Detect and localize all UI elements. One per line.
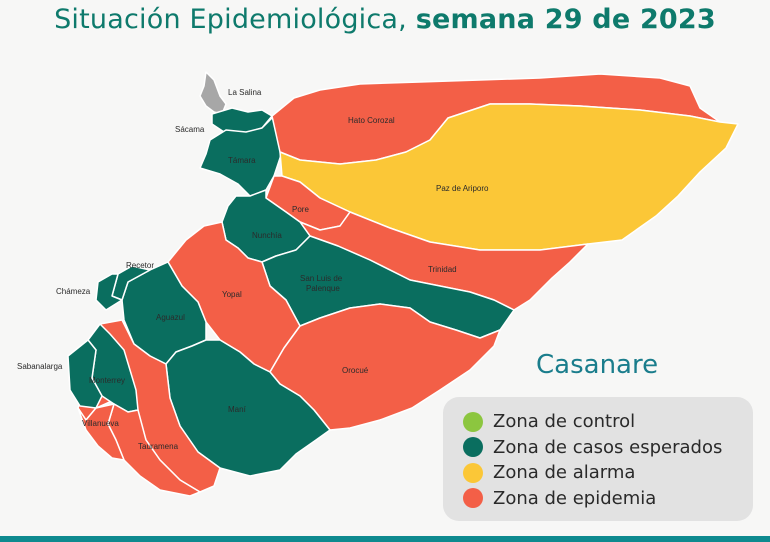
region-chameza[interactable] <box>95 273 123 311</box>
bottom-accent-bar <box>0 536 770 542</box>
label-orocue: Orocué <box>342 366 369 375</box>
label-recetor: Recetor <box>126 261 154 270</box>
title-bold: semana 29 de 2023 <box>415 4 716 35</box>
legend-swatch-control <box>463 411 483 432</box>
legend-item-epidemia: Zona de epidemia <box>463 486 753 512</box>
label-yopal: Yopal <box>222 290 242 299</box>
label-pore: Pore <box>292 205 309 214</box>
label-trinidad: Trinidad <box>428 265 457 274</box>
legend-swatch-esperados <box>463 437 483 458</box>
legend: Zona de control Zona de casos esperados … <box>443 397 753 521</box>
department-name: Casanare <box>536 350 659 380</box>
label-mani: Maní <box>228 405 247 414</box>
label-sabanalarga: Sabanalarga <box>17 362 63 371</box>
legend-label-epidemia: Zona de epidemia <box>493 487 657 509</box>
label-aguazul: Aguazul <box>156 313 185 322</box>
region-villanueva-south[interactable] <box>77 403 125 461</box>
legend-swatch-alarma <box>463 462 483 483</box>
label-san-luis-line1: San Luis de <box>300 274 343 283</box>
label-chameza: Chámeza <box>56 287 91 296</box>
title-prefix: Situación Epidemiológica, <box>54 4 407 35</box>
label-sacama: Sácama <box>175 125 205 134</box>
legend-swatch-epidemia <box>463 488 483 509</box>
legend-label-alarma: Zona de alarma <box>493 462 636 484</box>
label-san-luis-line2: Palenque <box>306 284 340 293</box>
label-nunchia: Nunchía <box>252 231 282 240</box>
label-tauramena: Tauramena <box>138 442 179 451</box>
legend-item-alarma: Zona de alarma <box>463 460 753 486</box>
label-la-salina: La Salina <box>228 88 262 97</box>
label-tamara: Támara <box>228 156 256 165</box>
legend-label-esperados: Zona de casos esperados <box>493 436 723 458</box>
legend-item-control: Zona de control <box>463 409 753 435</box>
label-villanueva: Villanueva <box>82 419 119 428</box>
label-monterrey: Monterrey <box>89 376 125 385</box>
legend-item-esperados: Zona de casos esperados <box>463 435 753 461</box>
legend-label-control: Zona de control <box>493 411 636 433</box>
label-hato-corozal: Hato Corozal <box>348 116 395 125</box>
region-yopal[interactable] <box>167 221 301 373</box>
region-sabanalarga[interactable] <box>67 339 103 409</box>
label-paz-de-ariporo: Paz de Ariporo <box>436 184 489 193</box>
region-la-salina[interactable] <box>199 71 227 115</box>
page-title: Situación Epidemiológica, semana 29 de 2… <box>0 4 770 35</box>
